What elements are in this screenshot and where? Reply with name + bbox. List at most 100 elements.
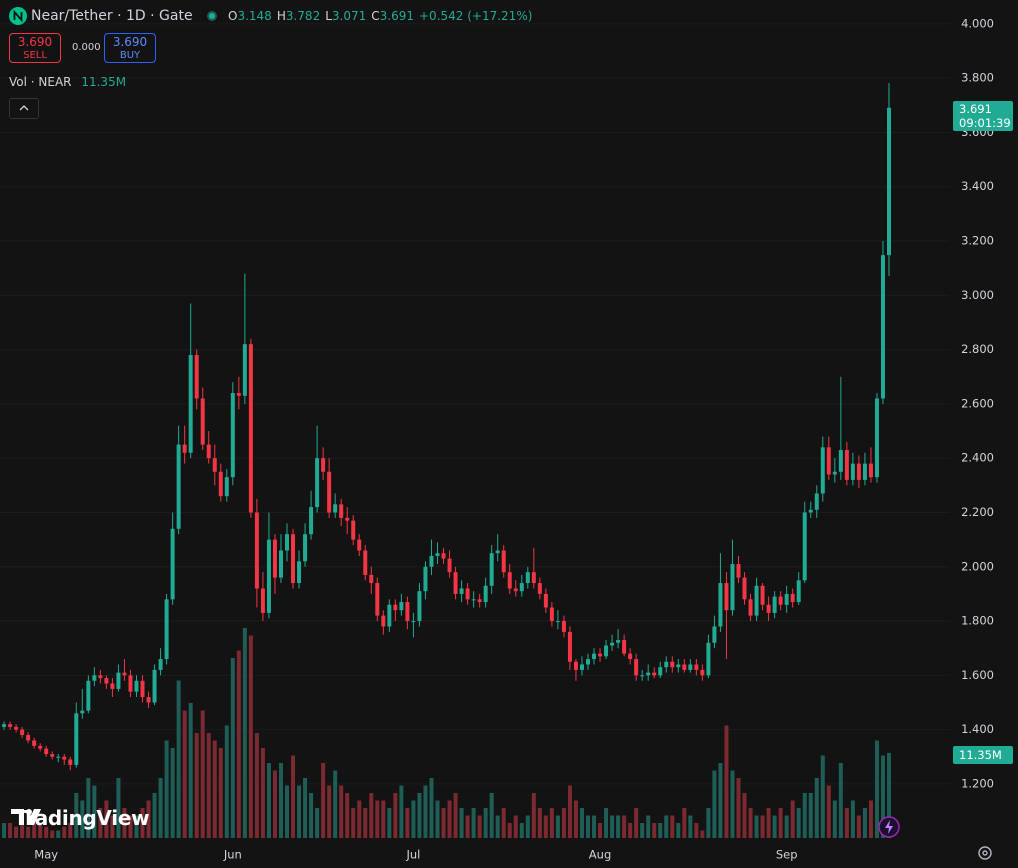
volume-bar [682, 808, 687, 838]
volume-bar [278, 763, 283, 838]
volume-bar [862, 808, 867, 838]
volume-bar [772, 815, 777, 838]
collapse-button[interactable] [9, 98, 39, 119]
candle-body [507, 572, 512, 589]
y-tick-label: 3.800 [961, 71, 994, 85]
volume-bar [579, 808, 584, 838]
y-tick-label: 2.600 [961, 396, 994, 410]
lightning-button[interactable] [877, 815, 901, 839]
volume-bar [501, 808, 506, 838]
candle-body [622, 640, 627, 654]
volume-bar [700, 830, 705, 838]
x-tick-label: May [34, 848, 58, 862]
candle-body [887, 107, 891, 256]
candle-body [808, 509, 813, 513]
volume-tag: 11.35M [953, 746, 1013, 764]
candle-body [598, 653, 603, 657]
candle-body [664, 661, 669, 668]
y-tick-label: 1.600 [961, 668, 994, 682]
candle-body [766, 604, 771, 613]
sell-button[interactable]: 3.690 SELL [9, 33, 61, 63]
volume-bar [760, 815, 765, 838]
candle-body [224, 477, 229, 497]
volume-bar [411, 800, 416, 838]
volume-bar [712, 770, 717, 838]
volume-bar [441, 808, 446, 838]
x-tick-label: Jul [405, 848, 420, 862]
volume-bar [200, 710, 205, 838]
price-tag-price: 3.691 [959, 102, 992, 116]
symbol-icon [9, 7, 27, 25]
candle-body [134, 680, 139, 692]
volume-bar [14, 826, 19, 838]
volume-bar [309, 793, 314, 838]
volume-bar [50, 830, 55, 838]
candle-body [20, 729, 25, 736]
candles [0, 83, 891, 771]
volume-bar [297, 785, 302, 838]
candle-body [68, 759, 73, 765]
volume-bar [766, 808, 771, 838]
volume-bar [122, 808, 127, 838]
volume-bar [260, 748, 265, 838]
volume-bar [598, 823, 603, 838]
candle-body [772, 596, 777, 613]
candle-body [700, 669, 705, 676]
volume-bar [778, 808, 783, 838]
volume-bar [387, 808, 392, 838]
candle-body [862, 463, 867, 480]
candle-body [567, 631, 572, 662]
candle-body [411, 621, 416, 623]
volume-bar [44, 826, 49, 838]
volume-bar [694, 823, 699, 838]
candle-body [405, 602, 410, 622]
candle-body [519, 583, 524, 592]
candle-body [393, 604, 398, 611]
candle-body [116, 672, 121, 689]
volume-bar [513, 815, 518, 838]
volume-bar [56, 830, 61, 838]
x-tick-label: Jun [223, 848, 242, 862]
candle-body [447, 558, 452, 573]
volume-bar [285, 785, 289, 838]
candle-body [363, 550, 368, 575]
volume-bar [224, 725, 229, 838]
volume-bar [339, 785, 344, 838]
candle-body [435, 553, 440, 556]
volume-bar [670, 815, 675, 838]
volume-bar [652, 823, 657, 838]
candle-body [754, 585, 759, 616]
candle-body [483, 585, 488, 603]
candle-body [170, 528, 175, 600]
candle-body [676, 664, 681, 668]
volume-bar [880, 755, 885, 838]
buy-button[interactable]: 3.690 BUY [104, 33, 156, 63]
ohlc-key: H [276, 9, 286, 23]
candle-body [266, 539, 271, 613]
price-tag: 3.691 09:01:39 [953, 101, 1013, 131]
candle-body [381, 615, 386, 627]
candle-body [399, 602, 404, 611]
candle-body [321, 458, 326, 472]
volume-bar [363, 808, 368, 838]
candle-body [260, 588, 265, 613]
volume-pane [0, 628, 891, 838]
volume-bar [291, 755, 296, 838]
buy-label: BUY [119, 50, 141, 61]
volume-bar [8, 823, 13, 838]
candle-body [152, 669, 157, 703]
candle-body [218, 471, 223, 497]
candle-body [44, 748, 49, 755]
candle-body [122, 672, 127, 676]
volume-bar [116, 778, 121, 838]
candle-body [682, 664, 687, 670]
candle-body [868, 463, 873, 478]
settings-button[interactable] [976, 844, 994, 862]
volume-bar [561, 808, 566, 838]
candle-body [158, 659, 163, 670]
candle-body [652, 672, 657, 676]
y-tick-label: 3.000 [961, 288, 994, 302]
candle-body [206, 444, 211, 459]
volume-legend-label: Vol · NEAR [9, 75, 72, 89]
candle-body [236, 393, 241, 396]
